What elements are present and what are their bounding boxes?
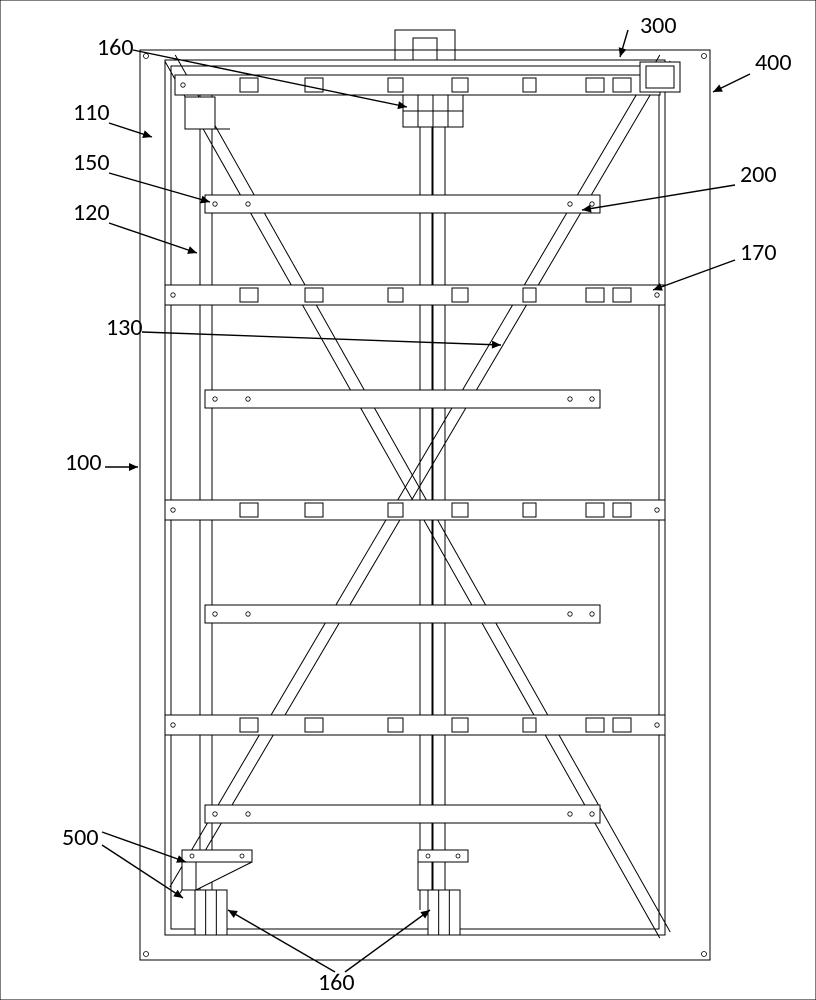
- callout-label: 150: [73, 148, 110, 177]
- callout-label: 160: [97, 33, 134, 62]
- callout-label: 400: [755, 48, 792, 77]
- callout-label: 500: [62, 823, 99, 852]
- technical-drawing: 300 400 160 110 150 120 200 170 130 100 500 160: [0, 0, 816, 1000]
- callout-label: 100: [65, 448, 102, 477]
- callout-label: 110: [73, 98, 110, 127]
- callout-label: 300: [640, 11, 677, 40]
- callout-label: 200: [740, 160, 777, 189]
- callout-label: 120: [73, 198, 110, 227]
- callout-label: 170: [740, 238, 777, 267]
- callout-label: 160: [318, 968, 355, 997]
- callout-label: 130: [106, 313, 143, 342]
